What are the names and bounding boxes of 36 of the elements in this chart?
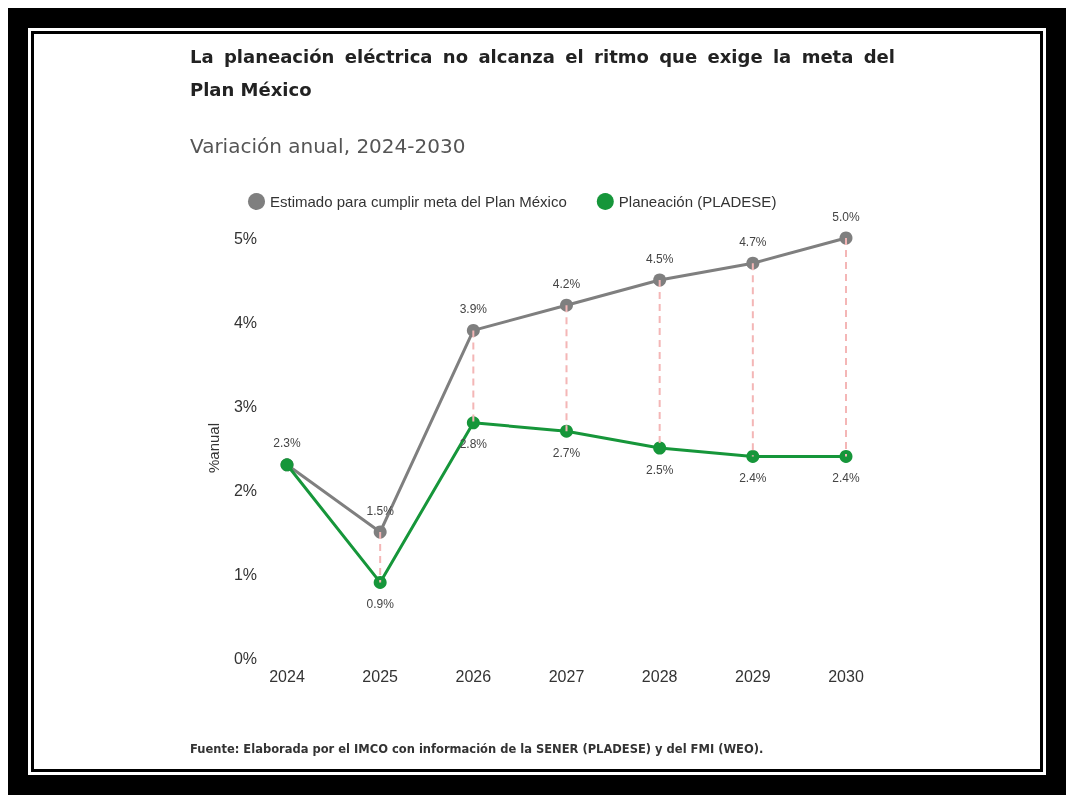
point: [373, 575, 387, 589]
data-label: 2.5%: [645, 462, 674, 477]
y-tick-label: 3%: [233, 397, 257, 415]
chart-subtitle: Variación anual, 2024-2030: [190, 134, 466, 158]
y-axis-title: %anual: [205, 422, 222, 474]
chart-title: La planeación eléctrica no alcanza el ritmo que exige la meta del Plan México: [190, 45, 895, 102]
data-label: 2.7%: [552, 445, 581, 460]
data-label: 4.7%: [739, 234, 767, 249]
data-label: 2.4%: [832, 470, 860, 485]
point: [466, 416, 480, 430]
legend-label: Estimado para cumplir meta del Plan México: [270, 193, 567, 210]
y-tick-label: 1%: [233, 565, 257, 583]
y-tick-label: 2%: [233, 481, 257, 499]
point: [746, 449, 760, 463]
x-tick-label: 2024: [269, 667, 305, 685]
data-label: 5.0%: [832, 209, 860, 224]
point: [839, 449, 853, 463]
y-tick-label: 4%: [233, 313, 257, 331]
data-label: 0.9%: [366, 596, 395, 611]
x-tick-label: 2029: [735, 667, 771, 685]
data-label: 2.3%: [273, 436, 301, 451]
x-tick-label: 2028: [641, 667, 678, 685]
y-tick-label: 5%: [233, 229, 257, 247]
x-tick-label: 2030: [828, 667, 864, 685]
data-label: 4.5%: [645, 251, 674, 266]
y-tick-label: 0%: [233, 649, 257, 667]
legend-label: Planeación (PLADESE): [618, 193, 777, 210]
data-label: 4.2%: [552, 276, 581, 291]
point: [653, 441, 667, 455]
x-tick-label: 2027: [548, 667, 585, 685]
data-label: 3.9%: [459, 301, 488, 316]
source-note: Fuente: Elaborada por el IMCO con información de la SENER (PLADESE) y del FMI (WEO).: [190, 742, 764, 756]
x-tick-label: 2025: [362, 667, 399, 685]
data-label: 2.4%: [739, 470, 767, 485]
x-tick-label: 2026: [455, 667, 492, 685]
point: [560, 424, 573, 438]
